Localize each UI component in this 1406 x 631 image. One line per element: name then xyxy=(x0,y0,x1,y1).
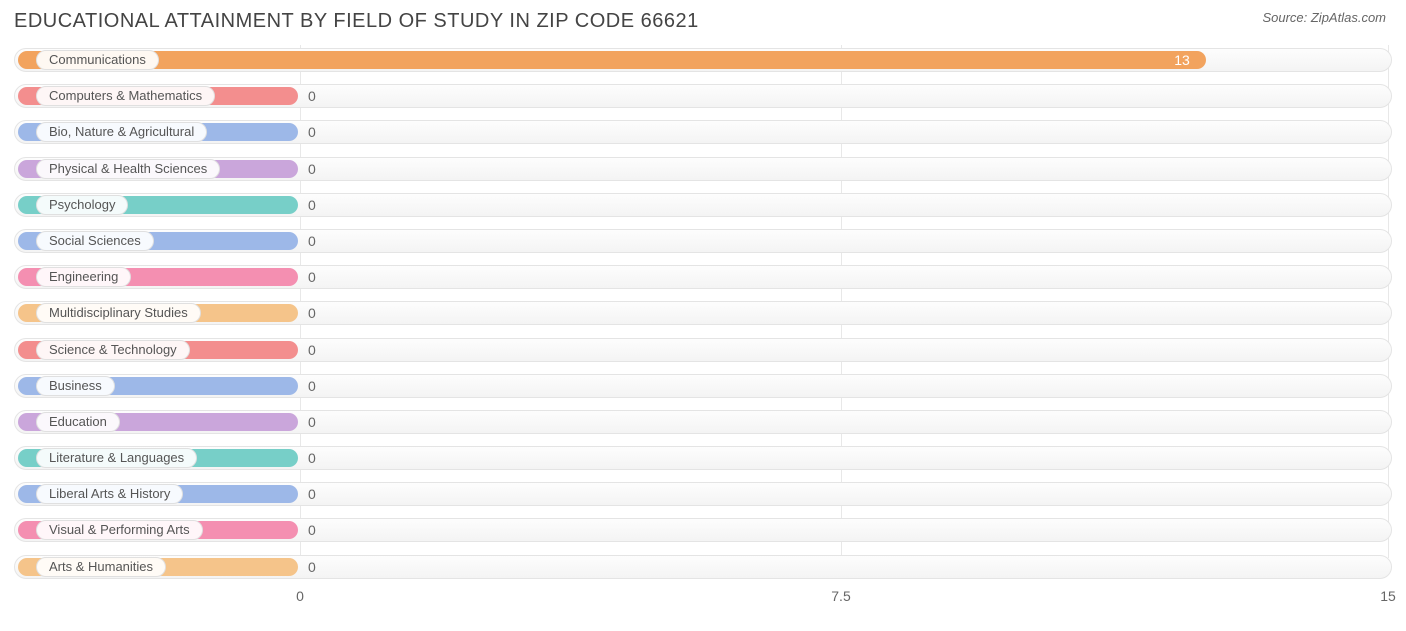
bar-row: Communications 13 xyxy=(14,45,1392,75)
bar-label-pill: Visual & Performing Arts xyxy=(36,520,203,540)
bar-label-pill: Literature & Languages xyxy=(36,448,197,468)
bar-row: Physical & Health Sciences 0 xyxy=(14,154,1392,184)
bar-label-pill: Business xyxy=(36,376,115,396)
bar-row: Arts & Humanities 0 xyxy=(14,552,1392,582)
bar-value: 0 xyxy=(308,161,316,177)
bar-row: Bio, Nature & Agricultural 0 xyxy=(14,117,1392,147)
bar-row: Liberal Arts & History 0 xyxy=(14,479,1392,509)
bar-value: 0 xyxy=(308,124,316,140)
bar-label-pill: Liberal Arts & History xyxy=(36,484,183,504)
bar-value: 0 xyxy=(308,378,316,394)
bar-value: 0 xyxy=(308,559,316,575)
bar-fill xyxy=(18,51,1206,69)
bar-row: Science & Technology 0 xyxy=(14,335,1392,365)
bar-label-pill: Social Sciences xyxy=(36,231,154,251)
bar-row: Business 0 xyxy=(14,371,1392,401)
bar-row: Visual & Performing Arts 0 xyxy=(14,515,1392,545)
bar-value: 0 xyxy=(308,414,316,430)
bar-row: Education 0 xyxy=(14,407,1392,437)
bar-label-pill: Physical & Health Sciences xyxy=(36,159,220,179)
bar-row: Psychology 0 xyxy=(14,190,1392,220)
bars-container: Communications 13 Computers & Mathematics 0… xyxy=(14,45,1392,582)
bar-label-pill: Communications xyxy=(36,50,159,70)
bar-label-pill: Arts & Humanities xyxy=(36,557,166,577)
bar-label-pill: Bio, Nature & Agricultural xyxy=(36,122,207,142)
bar-value: 0 xyxy=(308,522,316,538)
bar-label-pill: Psychology xyxy=(36,195,128,215)
bar-label-pill: Science & Technology xyxy=(36,340,190,360)
bar-label-pill: Education xyxy=(36,412,120,432)
axis-tick: 15 xyxy=(1380,588,1396,604)
bar-row: Literature & Languages 0 xyxy=(14,443,1392,473)
x-axis: 07.515 xyxy=(14,588,1392,618)
bar-value: 0 xyxy=(308,342,316,358)
chart-area: Communications 13 Computers & Mathematics 0… xyxy=(0,37,1406,618)
bar-value: 0 xyxy=(308,305,316,321)
bar-value: 13 xyxy=(1174,52,1378,68)
bar-label-pill: Computers & Mathematics xyxy=(36,86,215,106)
bar-row: Engineering 0 xyxy=(14,262,1392,292)
chart-title: EDUCATIONAL ATTAINMENT BY FIELD OF STUDY… xyxy=(14,10,699,33)
bar-value: 0 xyxy=(308,450,316,466)
bar-row: Multidisciplinary Studies 0 xyxy=(14,298,1392,328)
bar-value: 0 xyxy=(308,486,316,502)
bar-value: 0 xyxy=(308,197,316,213)
bar-label-pill: Engineering xyxy=(36,267,131,287)
bar-row: Computers & Mathematics 0 xyxy=(14,81,1392,111)
bar-label-pill: Multidisciplinary Studies xyxy=(36,303,201,323)
bar-row: Social Sciences 0 xyxy=(14,226,1392,256)
axis-tick: 7.5 xyxy=(831,588,850,604)
bar-value: 0 xyxy=(308,269,316,285)
chart-header: EDUCATIONAL ATTAINMENT BY FIELD OF STUDY… xyxy=(0,0,1406,37)
bar-value: 0 xyxy=(308,88,316,104)
chart-source: Source: ZipAtlas.com xyxy=(1262,10,1386,25)
bar-value: 0 xyxy=(308,233,316,249)
axis-tick: 0 xyxy=(296,588,304,604)
